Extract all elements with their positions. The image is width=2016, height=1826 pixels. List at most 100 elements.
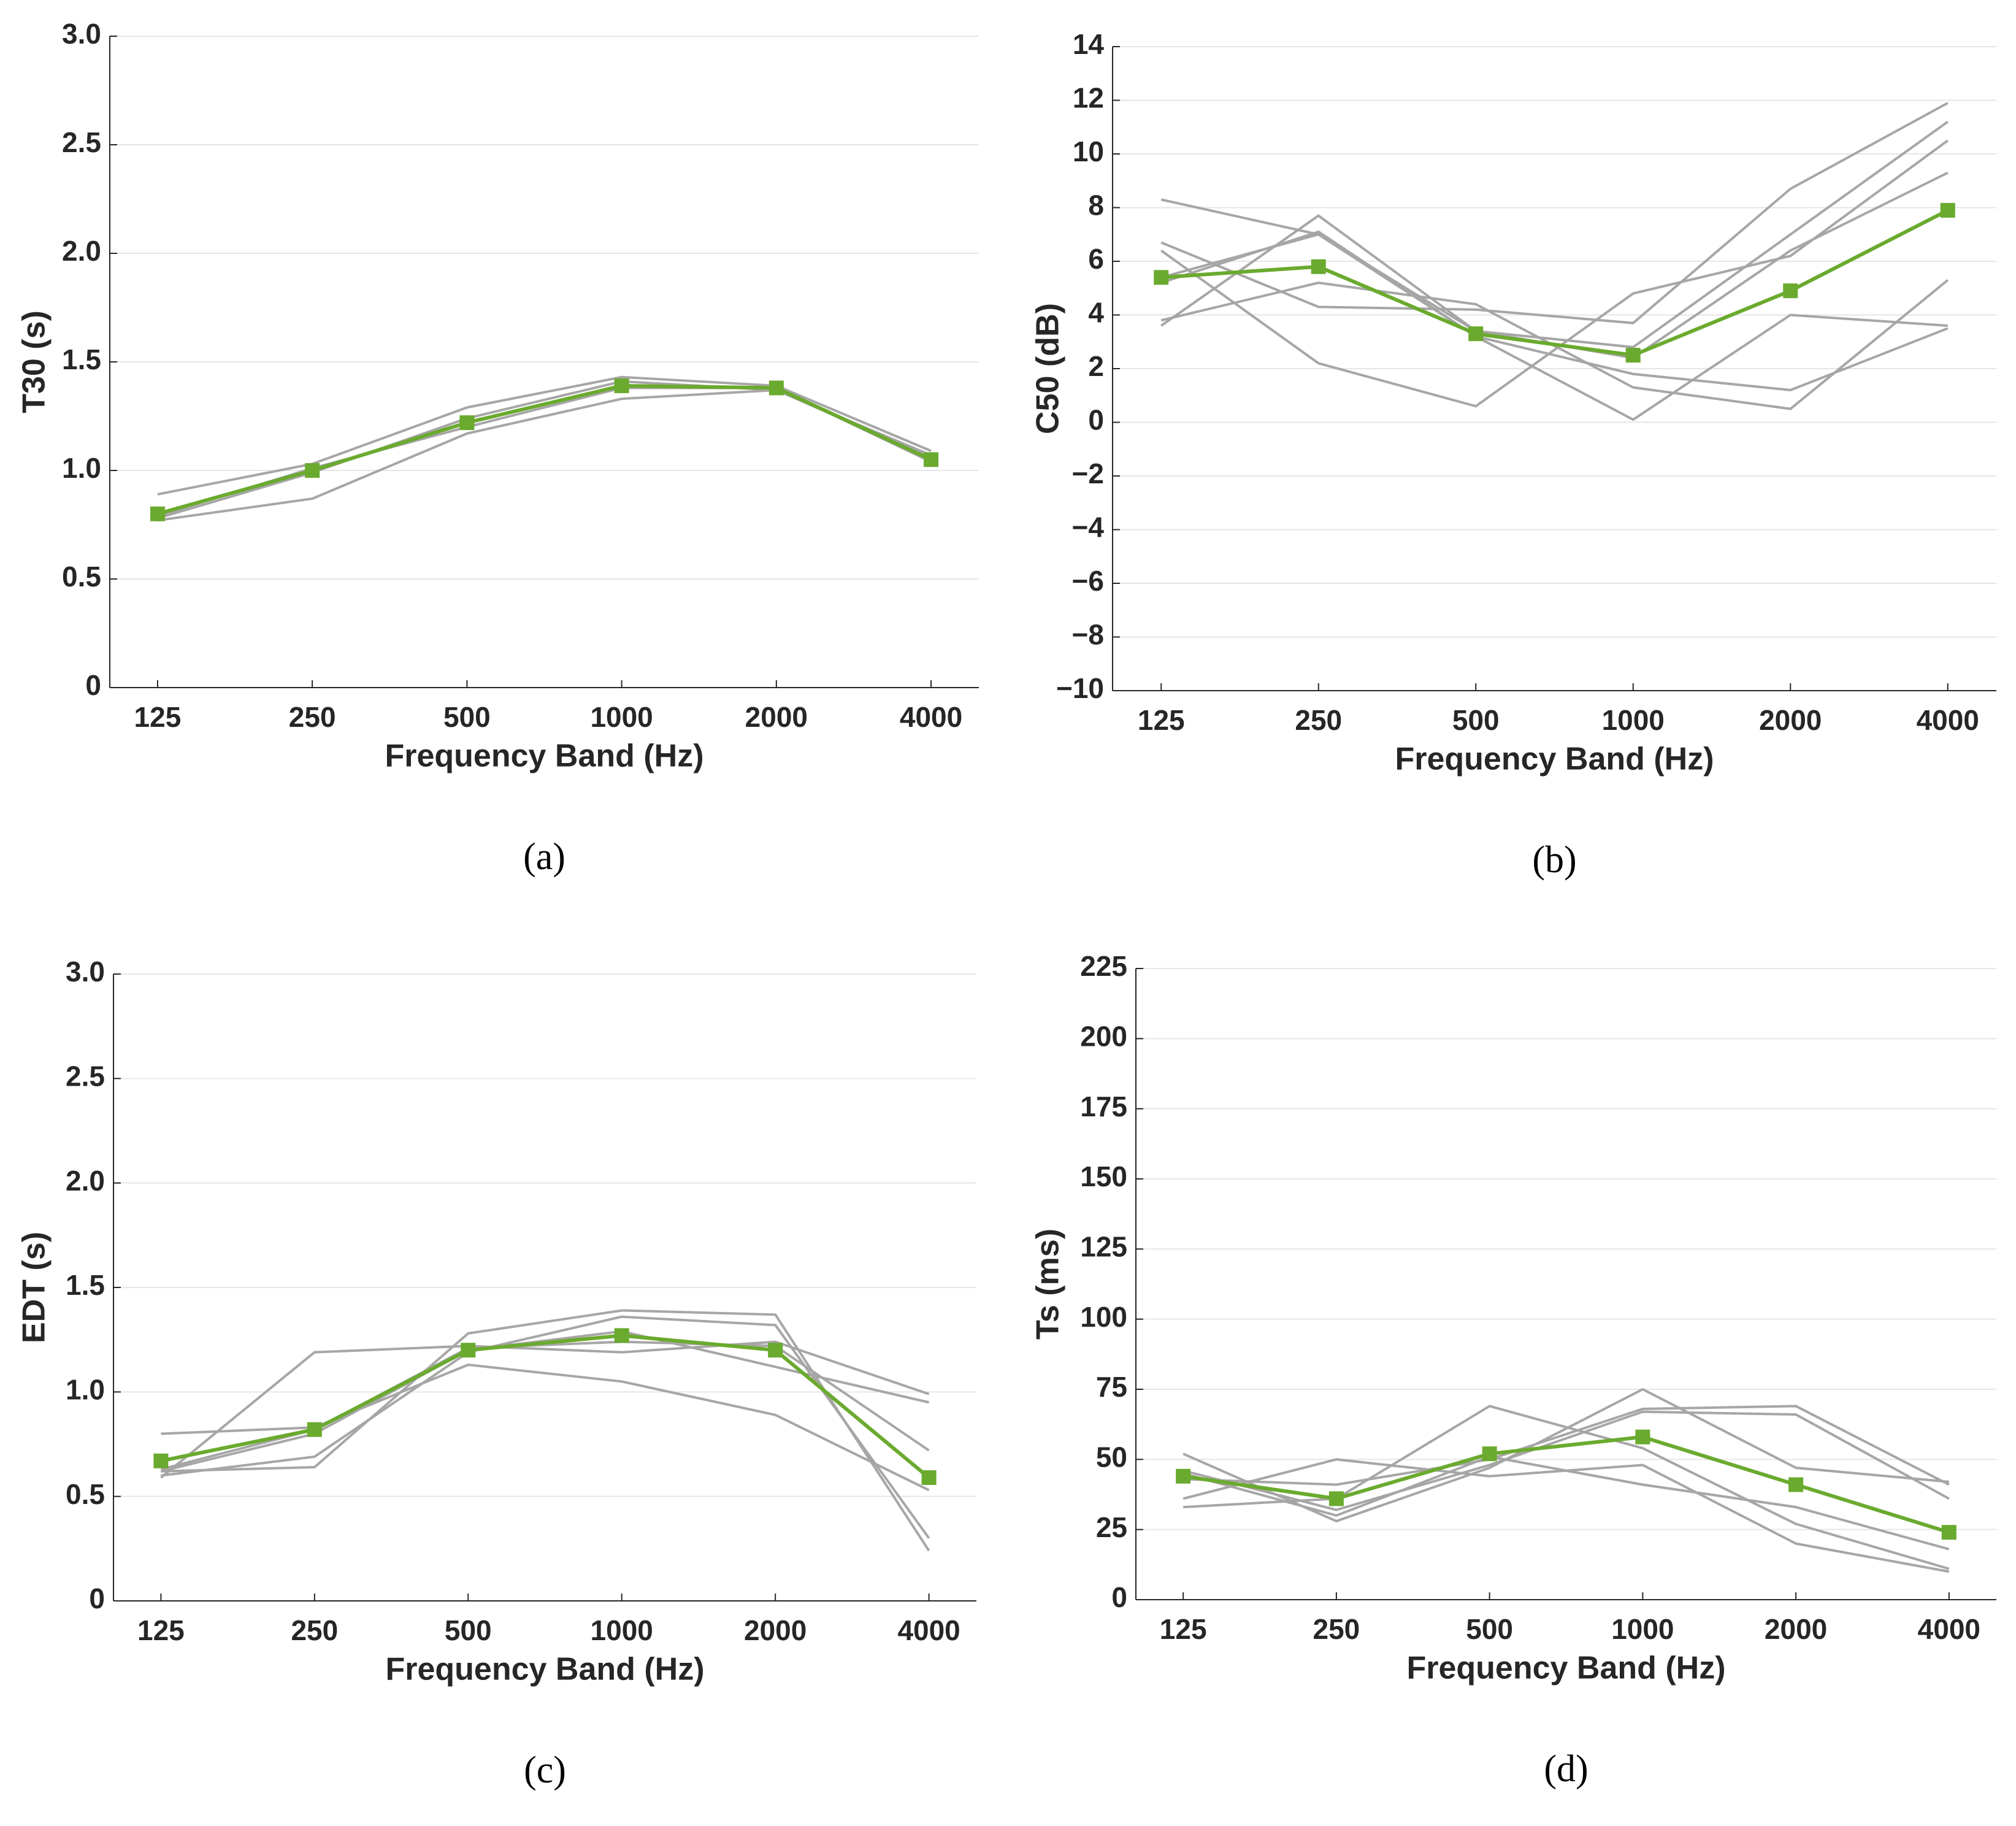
x-axis-label: Frequency Band (Hz) — [1395, 742, 1714, 777]
y-tick-label: 0 — [1111, 1581, 1127, 1613]
marker — [307, 1422, 322, 1437]
marker — [1940, 202, 1955, 218]
x-axis-label: Frequency Band (Hz) — [385, 1652, 704, 1687]
y-tick-label: 1.5 — [62, 343, 101, 375]
x-tick-label: 500 — [1452, 704, 1500, 736]
y-tick-label: 2.0 — [66, 1165, 105, 1197]
x-tick-label: 1000 — [1602, 704, 1665, 736]
series-line — [1161, 209, 1949, 358]
marker — [768, 1343, 783, 1358]
x-tick-label: 4000 — [900, 701, 962, 733]
x-tick-label: 125 — [137, 1614, 185, 1646]
series-line — [160, 1340, 930, 1479]
series-line — [1160, 102, 1949, 324]
series-line — [157, 375, 932, 496]
x-tick-label: 500 — [443, 701, 491, 733]
y-tick-label: −10 — [1056, 672, 1104, 704]
x-tick-label: 1000 — [1611, 1613, 1674, 1645]
marker — [921, 1470, 937, 1486]
marker — [305, 463, 320, 478]
y-tick-label: 2 — [1088, 350, 1104, 382]
marker — [153, 1453, 169, 1468]
y-tick-label: −2 — [1072, 458, 1104, 489]
y-tick-label: 0 — [1088, 404, 1104, 436]
y-tick-label: 75 — [1096, 1371, 1127, 1403]
series-line — [1160, 230, 1949, 392]
series-line — [1160, 120, 1949, 349]
caption: (d) — [1544, 1748, 1588, 1790]
y-axis-label: EDT (s) — [17, 1232, 52, 1343]
marker — [461, 1343, 476, 1358]
series-line — [161, 1364, 930, 1492]
panel: 0 25 50 75 100 125 150 175 200 225 125 250 500 1000 20… — [1030, 950, 1996, 1790]
y-tick-label: 4 — [1088, 297, 1104, 329]
x-tick-label: 1000 — [591, 1614, 653, 1646]
marker — [614, 1328, 629, 1343]
x-tick-label: 250 — [289, 701, 336, 733]
marker — [1941, 1525, 1957, 1540]
series-line — [1182, 1410, 1950, 1511]
y-tick-label: 1.5 — [66, 1269, 105, 1301]
series-line — [160, 1333, 930, 1479]
y-tick-label: −4 — [1072, 512, 1105, 543]
x-tick-label: 500 — [1466, 1613, 1513, 1645]
y-tick-label: 3.0 — [62, 18, 101, 50]
y-axis-label: Ts (ms) — [1030, 1229, 1066, 1340]
y-tick-label: 2.5 — [62, 126, 101, 158]
caption: (a) — [523, 836, 565, 878]
series-line — [1160, 171, 1949, 359]
y-tick-label: 200 — [1080, 1020, 1127, 1052]
x-tick-label: 125 — [134, 701, 182, 733]
y-tick-label: 2.5 — [66, 1060, 105, 1092]
series-line — [1182, 1455, 1950, 1551]
y-tick-label: −8 — [1072, 619, 1104, 651]
y-axis-label: T30 (s) — [17, 310, 52, 413]
series-line — [160, 1340, 930, 1471]
marker — [614, 378, 629, 393]
marker — [1788, 1477, 1804, 1492]
marker — [459, 415, 475, 431]
y-tick-label: 8 — [1088, 190, 1104, 221]
series-line — [161, 1315, 930, 1539]
y-tick-label: 0.5 — [62, 561, 101, 593]
y-tick-label: 0 — [89, 1582, 105, 1614]
panel: 0 0.5 1.0 1.5 2.0 2.5 3.0 125 250 500 1000 2000 4000… — [17, 956, 976, 1791]
y-tick-label: 150 — [1080, 1160, 1127, 1192]
x-tick-label: 250 — [1295, 704, 1342, 736]
x-tick-label: 250 — [1313, 1613, 1360, 1645]
series-line — [1182, 1458, 1950, 1573]
x-tick-label: 125 — [1160, 1613, 1207, 1645]
marker — [1635, 1429, 1650, 1444]
series-line — [161, 1309, 930, 1552]
y-tick-label: −6 — [1072, 565, 1104, 597]
y-tick-label: 12 — [1073, 82, 1104, 114]
marker — [150, 506, 165, 521]
y-tick-label: 1.0 — [62, 452, 101, 484]
marker — [1625, 348, 1641, 363]
y-tick-label: 25 — [1096, 1511, 1127, 1543]
series-line — [1183, 1405, 1950, 1486]
x-tick-label: 125 — [1138, 704, 1185, 736]
x-axis-label: Frequency Band (Hz) — [1406, 1651, 1725, 1686]
x-tick-label: 4000 — [1917, 704, 1979, 736]
marker — [1482, 1446, 1497, 1462]
series-line — [157, 383, 932, 516]
x-tick-label: 2000 — [744, 1614, 807, 1646]
x-axis-label: Frequency Band (Hz) — [385, 738, 703, 774]
y-tick-label: 125 — [1080, 1230, 1127, 1262]
panel: −10 −8 −6 −4 −2 0 2 4 6 8 10 12 14 125 250 500 1000 2000 4… — [1030, 28, 1996, 881]
panel: 0 0.5 1.0 1.5 2.0 2.5 3.0 125 250 500 1000 2000 4000… — [17, 18, 979, 878]
y-tick-label: 10 — [1073, 136, 1104, 167]
y-tick-label: 2.0 — [62, 235, 101, 267]
x-tick-label: 4000 — [897, 1614, 960, 1646]
y-tick-label: 3.0 — [66, 956, 105, 988]
y-tick-label: 175 — [1080, 1091, 1127, 1122]
x-tick-label: 2000 — [745, 701, 808, 733]
y-tick-label: 6 — [1088, 243, 1104, 275]
marker — [768, 380, 784, 396]
x-tick-label: 2000 — [1759, 704, 1822, 736]
caption: (c) — [524, 1749, 566, 1791]
y-tick-label: 0.5 — [66, 1478, 105, 1510]
y-tick-label: 50 — [1096, 1441, 1127, 1473]
